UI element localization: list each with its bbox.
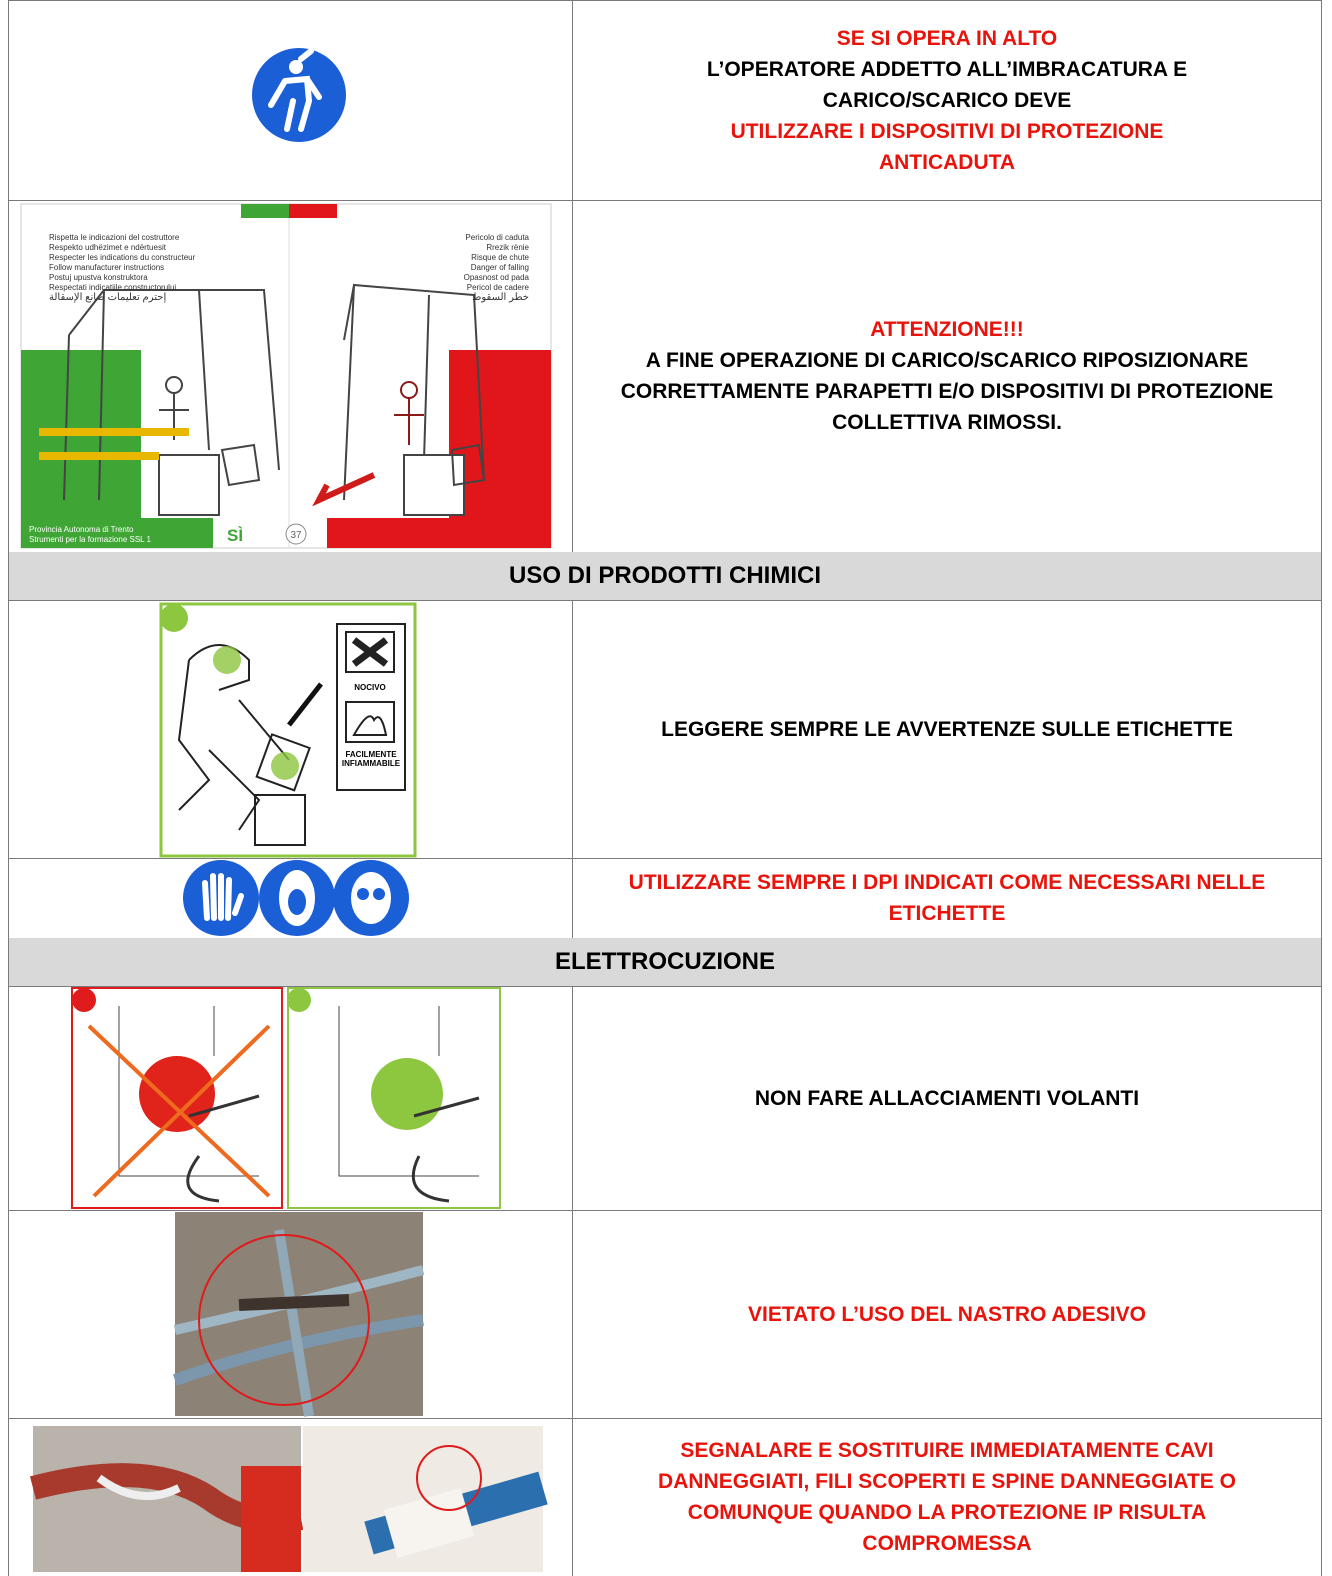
poster-text: Rrezik rënie bbox=[486, 243, 529, 252]
text-cell: NON FARE ALLACCIAMENTI VOLANTI bbox=[573, 986, 1321, 1210]
hazard-label: FACILMENTE INFIAMMABILE bbox=[341, 750, 401, 768]
table-row: Rispetta le indicazioni del costruttore R… bbox=[8, 200, 1322, 553]
image-cell bbox=[9, 986, 573, 1210]
table-row: SE SI OPERA IN ALTO L’OPERATORE ADDETTO … bbox=[8, 0, 1322, 201]
text-line: NON FARE ALLACCIAMENTI VOLANTI bbox=[754, 1086, 1140, 1110]
poster-text: خطر السقوط bbox=[472, 292, 529, 303]
text-line: UTILIZZARE SEMPRE I DPI INDICATI COME NE… bbox=[628, 871, 1266, 925]
poster-page: 37 bbox=[290, 530, 302, 541]
cable-photos bbox=[29, 1426, 548, 1572]
poster-text: Follow manufacturer instructions bbox=[49, 263, 164, 272]
poster-text: Respekto udhëzimet e ndërtuesit bbox=[49, 243, 167, 252]
text-cell: SEGNALARE E SOSTITUIRE IMMEDIATAMENTE CA… bbox=[573, 1418, 1321, 1576]
section-heading: ELETTROCUZIONE bbox=[8, 938, 1322, 987]
text-line: LEGGERE SEMPRE LE AVVERTENZE SULLE ETICH… bbox=[661, 717, 1233, 741]
text-cell: ATTENZIONE!!! A FINE OPERAZIONE DI CARIC… bbox=[573, 200, 1321, 552]
table-row: NON FARE ALLACCIAMENTI VOLANTI bbox=[8, 986, 1322, 1211]
text-line: L’OPERATORE ADDETTO ALL’IMBRACATURA E CA… bbox=[706, 58, 1188, 112]
text-line: ATTENZIONE!!! bbox=[870, 318, 1024, 341]
image-cell bbox=[9, 1418, 573, 1576]
ppe-icons bbox=[183, 860, 409, 936]
hazard-label: NOCIVO bbox=[354, 683, 386, 692]
text-cell: LEGGERE SEMPRE LE AVVERTENZE SULLE ETICH… bbox=[573, 600, 1321, 858]
poster-text: Respectati indicatiile constructorului bbox=[49, 283, 176, 292]
poster-text: Pericolo di caduta bbox=[465, 233, 529, 242]
section-heading: USO DI PRODOTTI CHIMICI bbox=[8, 552, 1322, 601]
text-cell: UTILIZZARE SEMPRE I DPI INDICATI COME NE… bbox=[573, 858, 1321, 938]
image-cell bbox=[9, 858, 573, 938]
text-line: SEGNALARE E SOSTITUIRE IMMEDIATAMENTE CA… bbox=[658, 1439, 1236, 1555]
text-line: UTILIZZARE I DISPOSITIVI DI PROTEZIONE A… bbox=[730, 120, 1164, 174]
poster-text: Danger of falling bbox=[471, 263, 529, 272]
image-cell: Rispetta le indicazioni del costruttore R… bbox=[9, 200, 573, 552]
poster-text: Rispetta le indicazioni del costruttore bbox=[49, 233, 180, 242]
poster-text: Risque de chute bbox=[471, 253, 529, 262]
poster-text: Postuj upustva konstruktora bbox=[49, 273, 148, 282]
poster-yes: SÌ bbox=[227, 526, 243, 545]
poster: Rispetta le indicazioni del costruttoreR… bbox=[20, 203, 552, 549]
table-row: NOCIVO FACILMENTE INFIAMMABILE LEGGERE S… bbox=[8, 600, 1322, 859]
text-cell: VIETATO L’USO DEL NASTRO ADESIVO bbox=[573, 1210, 1321, 1418]
poster-footer: Provincia Autonoma di Trento bbox=[29, 525, 134, 534]
table-row: VIETATO L’USO DEL NASTRO ADESIVO bbox=[8, 1210, 1322, 1419]
text-cell: SE SI OPERA IN ALTO L’OPERATORE ADDETTO … bbox=[573, 1, 1321, 200]
poster-footer: Strumenti per la formazione SSL 1 bbox=[29, 535, 152, 544]
table-row: UTILIZZARE SEMPRE I DPI INDICATI COME NE… bbox=[8, 858, 1322, 939]
poster-text: Respecter les indications du constructeu… bbox=[49, 253, 196, 262]
harness-icon bbox=[252, 48, 346, 142]
poster-text: إحترم تعليمات صانع الإسقالة bbox=[49, 292, 166, 303]
poster-no: NO bbox=[345, 528, 369, 545]
text-line: VIETATO L’USO DEL NASTRO ADESIVO bbox=[748, 1302, 1146, 1326]
image-cell: NOCIVO FACILMENTE INFIAMMABILE bbox=[9, 600, 573, 858]
poster-text: Opasnost od pada bbox=[464, 273, 530, 282]
image-cell bbox=[9, 1210, 573, 1418]
text-line: SE SI OPERA IN ALTO bbox=[836, 27, 1058, 50]
chemical-image: NOCIVO FACILMENTE INFIAMMABILE bbox=[159, 602, 417, 858]
socket-images bbox=[71, 987, 501, 1209]
table-row: SEGNALARE E SOSTITUIRE IMMEDIATAMENTE CA… bbox=[8, 1418, 1322, 1576]
tape-photo bbox=[173, 1212, 425, 1417]
poster-text: Pericol de cadere bbox=[467, 283, 530, 292]
text-line: A FINE OPERAZIONE DI CARICO/SCARICO RIPO… bbox=[620, 349, 1274, 434]
image-cell bbox=[9, 1, 573, 200]
